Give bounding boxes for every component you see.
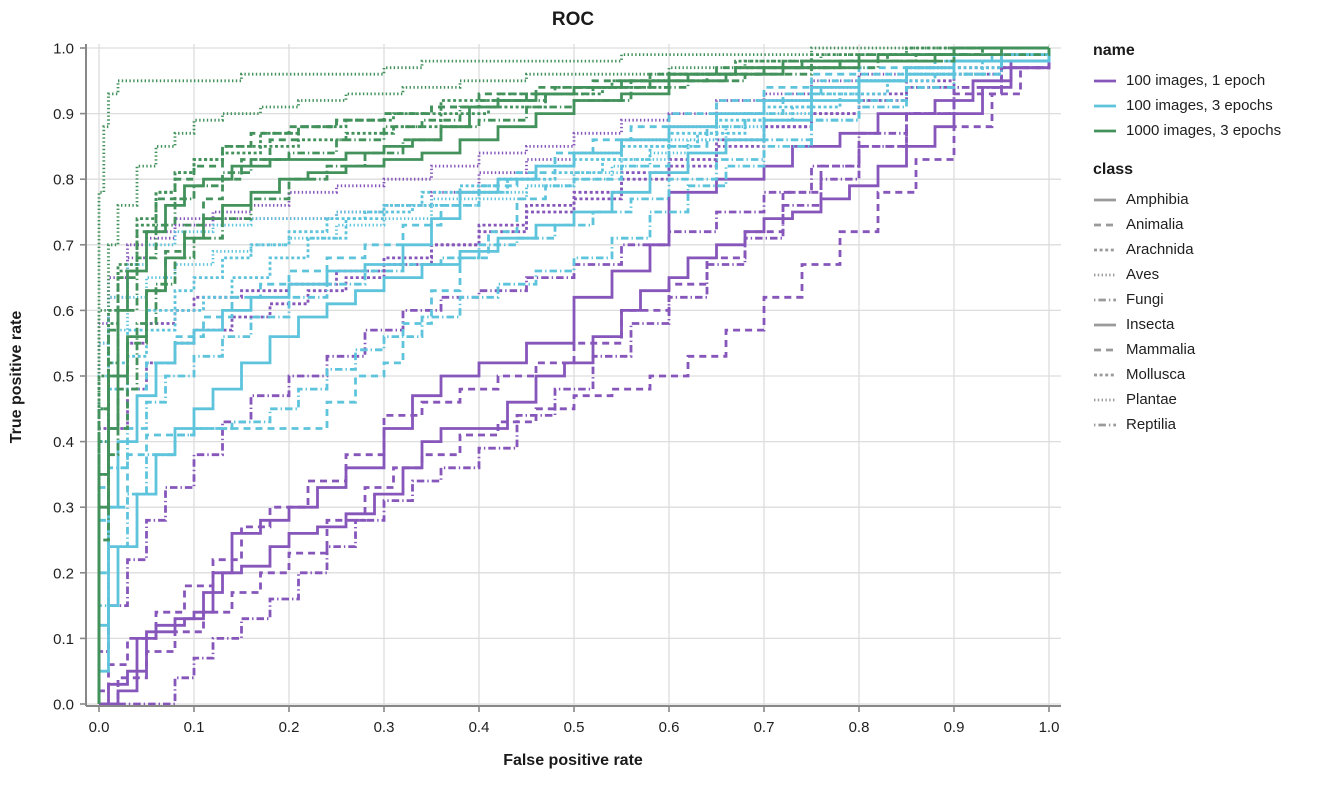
legend-swatch-solid-line <box>1094 104 1116 107</box>
legend-item-class-label: Amphibia <box>1126 191 1189 208</box>
y-tick-label: 0.1 <box>53 631 74 648</box>
roc-curve-100-images-1-epoch-Amphibia <box>99 48 1051 706</box>
y-axis-title: True positive rate <box>8 311 25 444</box>
legend-item-class: Animalia <box>1093 212 1338 237</box>
legend-item-class-label: Reptilia <box>1126 416 1177 433</box>
legend-swatch-solid-line <box>1094 323 1116 326</box>
roc-curve-100-images-1-epoch-Plantae <box>97 48 1051 704</box>
roc-curve-100-images-3-epochs-Plantae <box>97 48 1051 704</box>
x-tick-label: 0.5 <box>564 719 585 736</box>
legend-item-class: Arachnida <box>1093 237 1338 262</box>
y-axis: 0.0 0.1 0.2 0.3 0.4 0.5 0.6 0.7 0.8 0.9 1.0 <box>53 41 87 714</box>
roc-curve-100-images-3-epochs-Animalia <box>97 48 1051 704</box>
legend-swatch-dotted-line <box>1094 398 1116 401</box>
y-tick-label: 1.0 <box>53 41 74 58</box>
legend-swatch-dotted-line <box>1094 273 1116 276</box>
y-tick-label: 0.8 <box>53 172 74 189</box>
legend-swatch-dashdot-line <box>1094 423 1116 426</box>
roc-curve-100-images-1-epoch-Reptilia <box>99 48 1051 706</box>
x-tick-label: 0.6 <box>659 719 680 736</box>
legend-swatch-shortdash-line <box>1094 248 1116 251</box>
chart-title: ROC <box>552 9 595 30</box>
legend-item-class-label: Mollusca <box>1126 366 1186 383</box>
legend-item-class-label: Arachnida <box>1126 241 1194 258</box>
legend-class-items: Amphibia Animalia Arachnida Aves Fungi Insect… <box>1093 187 1338 437</box>
x-tick-label: 0.3 <box>374 719 395 736</box>
y-tick-label: 0.5 <box>53 369 74 386</box>
y-tick-label: 0.2 <box>53 565 74 582</box>
x-tick-label: 0.8 <box>849 719 870 736</box>
roc-curve-100-images-3-epochs-Arachnida <box>97 48 1051 704</box>
legend-item-class: Fungi <box>1093 287 1338 312</box>
x-tick-label: 0.0 <box>89 719 110 736</box>
legend-item-class: Plantae <box>1093 387 1338 412</box>
legend: name 100 images, 1 epoch 100 images, 3 ep… <box>1093 42 1338 437</box>
roc-curve-100-images-1-epoch-Insecta <box>99 48 1051 706</box>
x-axis: 0.0 0.1 0.2 0.3 0.4 0.5 0.6 0.7 0.8 0.9 1.0 <box>86 705 1061 736</box>
x-tick-label: 0.2 <box>279 719 300 736</box>
legend-item-name: 100 images, 3 epochs <box>1093 93 1338 118</box>
legend-swatch-dashed-line <box>1094 223 1116 226</box>
legend-item-class: Reptilia <box>1093 412 1338 437</box>
legend-item-class-label: Plantae <box>1126 391 1177 408</box>
x-axis-title: False positive rate <box>503 752 643 769</box>
legend-name-title: name <box>1093 42 1135 59</box>
legend-item-class-label: Animalia <box>1126 216 1184 233</box>
legend-item-name-label: 1000 images, 3 epochs <box>1126 122 1282 139</box>
legend-swatch-dashed-line <box>1094 348 1116 351</box>
roc-curve-100-images-3-epochs-Reptilia <box>97 48 1051 704</box>
roc-curve-1000-images-3-epochs-Animalia <box>97 46 1049 704</box>
roc-curve-100-images-1-epoch-Mammalia <box>99 48 1051 706</box>
x-tick-label: 1.0 <box>1039 719 1060 736</box>
legend-item-class: Insecta <box>1093 312 1338 337</box>
roc-curve-1000-images-3-epochs-Aves <box>97 46 1049 704</box>
legend-item-name: 1000 images, 3 epochs <box>1093 118 1338 143</box>
y-tick-label: 0.3 <box>53 500 74 517</box>
legend-swatch-solid-line <box>1094 129 1116 132</box>
y-tick-label: 0.0 <box>53 697 74 714</box>
legend-item-name: 100 images, 1 epoch <box>1093 68 1338 93</box>
legend-swatch-solid-line <box>1094 79 1116 82</box>
legend-item-class-label: Insecta <box>1126 316 1175 333</box>
legend-swatch-solid-line <box>1094 198 1116 201</box>
roc-curve-100-images-1-epoch-Mollusca <box>97 48 1051 704</box>
legend-item-class-label: Mammalia <box>1126 341 1196 358</box>
roc-curve-100-images-3-epochs-Insecta <box>97 48 1051 704</box>
legend-item-class: Amphibia <box>1093 187 1338 212</box>
y-tick-label: 0.4 <box>53 434 74 451</box>
roc-curve-100-images-3-epochs-Mollusca <box>97 48 1051 704</box>
x-tick-label: 0.4 <box>469 719 490 736</box>
legend-swatch-dashdot-line <box>1094 298 1116 301</box>
legend-item-class: Mollusca <box>1093 362 1338 387</box>
x-tick-label: 0.7 <box>754 719 775 736</box>
y-tick-label: 0.6 <box>53 303 74 320</box>
roc-curve-100-images-3-epochs-Mammalia <box>97 48 1051 704</box>
legend-class-title: class <box>1093 161 1134 178</box>
roc-curve-1000-images-3-epochs-Mollusca <box>97 46 1049 704</box>
legend-swatch-shortdash-line <box>1094 373 1116 376</box>
roc-curve-1000-images-3-epochs-Plantae <box>97 46 1049 704</box>
legend-item-class: Aves <box>1093 262 1338 287</box>
x-tick-label: 0.9 <box>944 719 965 736</box>
roc-curve-1000-images-3-epochs-Reptilia <box>97 48 1051 704</box>
roc-plot: ROC 0.0 0.1 0.2 0.3 0.4 0.5 0.6 0.7 0.8 0.9 1.0 0.… <box>8 9 1061 769</box>
legend-item-class-label: Aves <box>1126 266 1160 283</box>
legend-item-name-label: 100 images, 1 epoch <box>1126 72 1266 89</box>
legend-item-class: Mammalia <box>1093 337 1338 362</box>
x-tick-label: 0.1 <box>184 719 205 736</box>
legend-item-class-label: Fungi <box>1126 291 1164 308</box>
y-tick-label: 0.9 <box>53 106 74 123</box>
roc-curves <box>97 46 1051 706</box>
legend-item-name-label: 100 images, 3 epochs <box>1126 97 1273 114</box>
y-tick-label: 0.7 <box>53 237 74 254</box>
legend-name-items: 100 images, 1 epoch 100 images, 3 epochs 1… <box>1093 68 1338 143</box>
